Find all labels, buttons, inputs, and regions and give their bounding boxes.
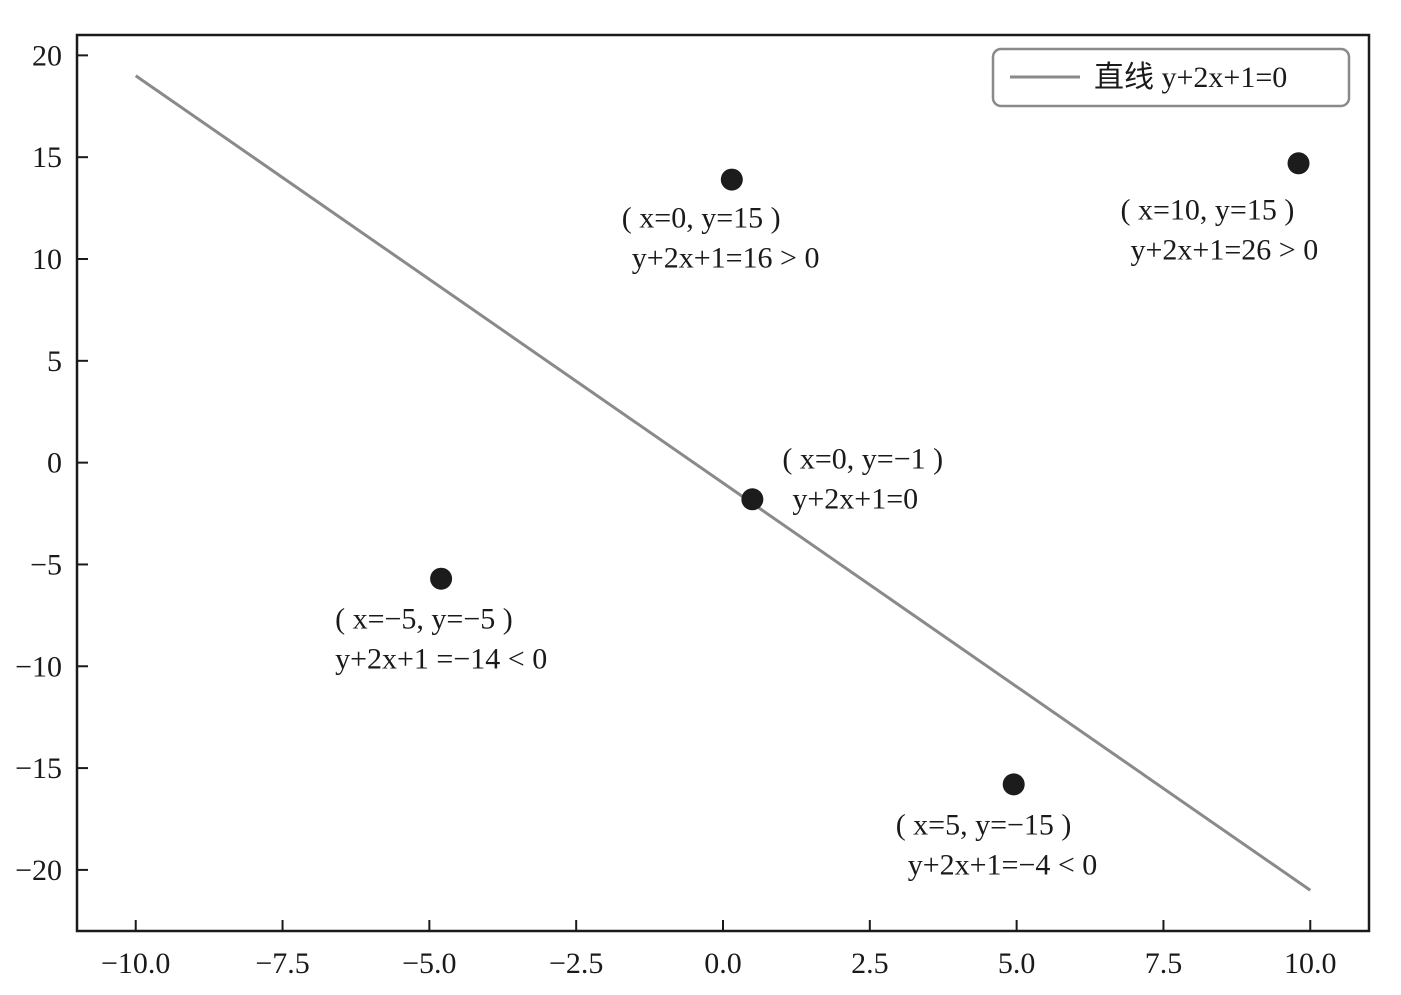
scatter-point [430, 567, 453, 590]
point-coordinate-label: ( x=10, y=15 ) [1121, 193, 1295, 226]
scatter-point [741, 488, 764, 511]
point-annotations: ( x=0, y=15 ) y+2x+1=16 > 0 ( x=10, y=15 )… [335, 193, 1318, 881]
y-tick-label: −20 [15, 854, 62, 887]
y-tick-label: 0 [47, 447, 62, 480]
scatter-point [720, 168, 743, 191]
x-axis: −10.0 −7.5 −5.0 −2.5 0.0 2.5 5.0 7.5 10.0 [101, 920, 1337, 980]
y-tick-label: 20 [32, 39, 62, 72]
x-tick-label: −10.0 [101, 947, 170, 980]
x-tick-label: 2.5 [851, 947, 889, 980]
y-tick-label: 5 [47, 345, 62, 378]
x-tick-label: −7.5 [255, 947, 309, 980]
point-coordinate-label: ( x=−5, y=−5 ) [335, 603, 513, 636]
line-y-plus-2x-plus-1 [134, 74, 1312, 892]
y-tick-label: −15 [15, 752, 62, 785]
point-equation-label: y+2x+1=16 > 0 [632, 242, 820, 275]
y-tick-label: 15 [32, 141, 62, 174]
y-tick-label: −5 [30, 548, 62, 581]
point-coordinate-label: ( x=0, y=15 ) [622, 202, 781, 235]
x-tick-label: 5.0 [998, 947, 1036, 980]
point-equation-label: y+2x+1=26 > 0 [1131, 233, 1319, 266]
point-coordinate-label: ( x=0, y=−1 ) [782, 442, 943, 475]
point-equation-label: y+2x+1 =−14 < 0 [335, 643, 547, 676]
point-coordinate-label: ( x=5, y=−15 ) [896, 808, 1072, 841]
y-tick-label: −10 [15, 650, 62, 683]
point-equation-label: y+2x+1=0 [792, 482, 918, 515]
legend-label: 直线 y+2x+1=0 [1094, 61, 1287, 94]
x-tick-label: −2.5 [549, 947, 603, 980]
scatter-point [1287, 152, 1310, 175]
point-equation-label: y+2x+1=−4 < 0 [908, 848, 1098, 881]
y-axis: 20 15 10 5 0 −5 −10 −15 −20 [15, 39, 88, 887]
x-tick-label: −5.0 [402, 947, 456, 980]
y-tick-label: 10 [32, 243, 62, 276]
legend-box [991, 47, 1351, 108]
x-tick-label: 0.0 [704, 947, 742, 980]
line-series [134, 74, 1312, 892]
legend: 直线 y+2x+1=0 [991, 47, 1351, 108]
scatter-points [430, 152, 1310, 796]
x-tick-label: 7.5 [1145, 947, 1183, 980]
scatter-point [1002, 773, 1025, 796]
x-tick-label: 10.0 [1284, 947, 1337, 980]
